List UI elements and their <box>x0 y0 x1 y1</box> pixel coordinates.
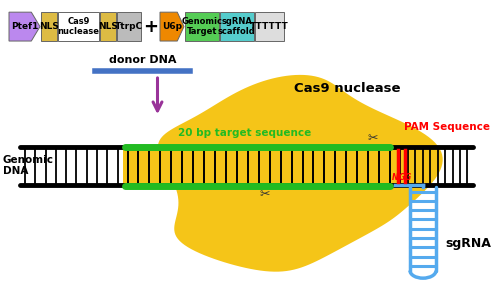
Text: N: N <box>392 173 398 182</box>
Text: ✂: ✂ <box>260 188 270 201</box>
FancyBboxPatch shape <box>220 12 254 41</box>
Text: Genomic
DNA: Genomic DNA <box>2 155 54 177</box>
FancyBboxPatch shape <box>255 12 284 41</box>
Polygon shape <box>9 12 40 41</box>
Text: donor DNA: donor DNA <box>109 55 176 65</box>
Text: 20 bp target sequence: 20 bp target sequence <box>178 128 312 138</box>
FancyBboxPatch shape <box>185 12 219 41</box>
Text: Genomic
Target: Genomic Target <box>182 17 222 36</box>
Text: G: G <box>405 173 411 182</box>
FancyBboxPatch shape <box>117 12 141 41</box>
Text: NLS: NLS <box>98 22 118 31</box>
Bar <box>122 147 395 185</box>
Text: U6p: U6p <box>162 22 182 31</box>
Text: TTTTTT: TTTTTT <box>250 22 289 31</box>
Text: Ptef1: Ptef1 <box>11 22 38 31</box>
Polygon shape <box>160 12 184 41</box>
Text: sgRNA
scaffold: sgRNA scaffold <box>218 17 256 36</box>
FancyBboxPatch shape <box>100 12 116 41</box>
Polygon shape <box>158 75 442 272</box>
Text: PAM Sequence: PAM Sequence <box>404 122 490 132</box>
Text: +: + <box>144 18 158 36</box>
Text: sgRNA: sgRNA <box>445 237 491 250</box>
FancyBboxPatch shape <box>58 12 99 41</box>
Text: NLS: NLS <box>39 22 59 31</box>
Text: TtrpC: TtrpC <box>115 22 143 31</box>
FancyBboxPatch shape <box>41 12 57 41</box>
Text: Cas9 nuclease: Cas9 nuclease <box>294 82 401 95</box>
Text: ✂: ✂ <box>367 133 378 145</box>
Text: G: G <box>398 173 404 182</box>
Text: Cas9
nuclease: Cas9 nuclease <box>58 17 100 36</box>
